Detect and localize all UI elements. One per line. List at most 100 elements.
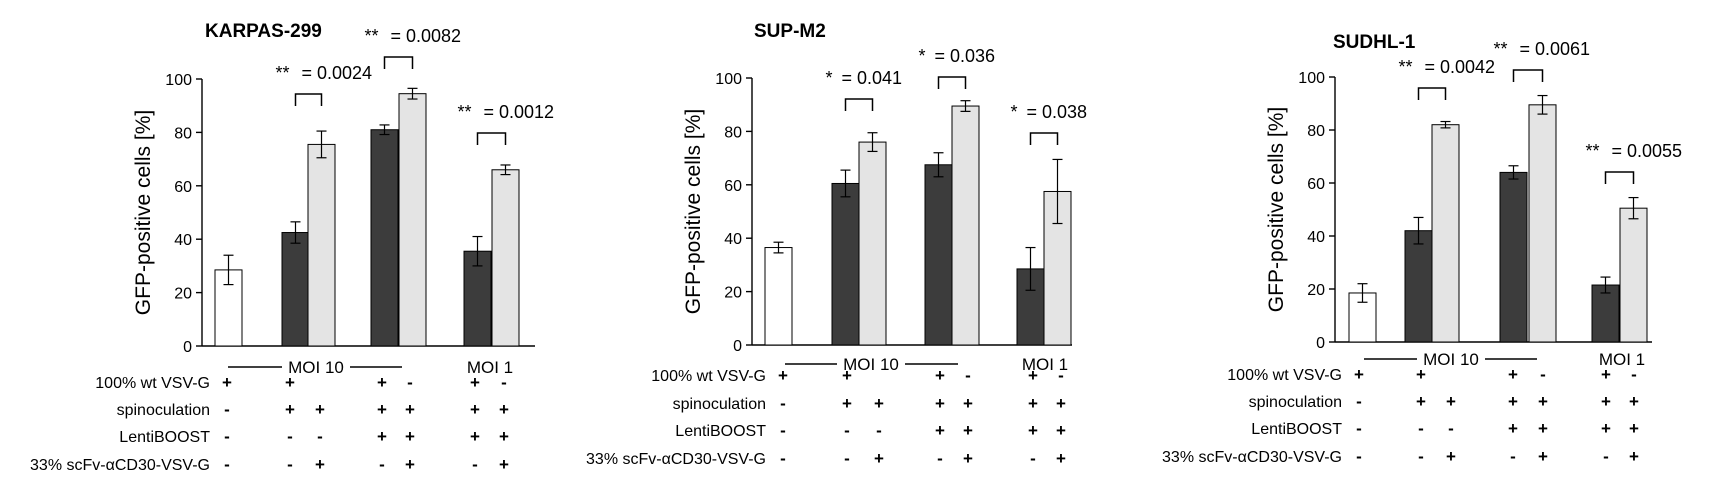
condition-mark: +	[842, 394, 852, 413]
condition-mark: -	[1418, 447, 1424, 466]
condition-mark: -	[379, 455, 385, 474]
condition-mark: -	[780, 421, 786, 440]
condition-mark: +	[1508, 392, 1518, 411]
condition-mark: +	[405, 427, 415, 446]
p-value-label: = 0.0082	[391, 26, 462, 46]
condition-mark: -	[844, 421, 850, 440]
condition-mark: +	[1056, 394, 1066, 413]
condition-mark: +	[1601, 419, 1611, 438]
y-tick-label: 20	[174, 286, 192, 303]
bar	[831, 182, 860, 346]
condition-mark: +	[1538, 447, 1548, 466]
condition-mark: +	[1601, 392, 1611, 411]
group-label-moi-1: MOI 1	[1022, 355, 1068, 374]
significance-bracket	[1417, 87, 1447, 100]
condition-mark: -	[501, 373, 507, 392]
condition-mark: -	[1603, 447, 1609, 466]
y-tick-label: 80	[1307, 123, 1325, 140]
condition-mark: +	[499, 427, 509, 446]
bar	[398, 93, 427, 347]
condition-mark: +	[1538, 419, 1548, 438]
bar	[858, 141, 887, 346]
condition-mark: +	[377, 373, 387, 392]
condition-mark: -	[1356, 392, 1362, 411]
condition-mark: +	[1446, 447, 1456, 466]
condition-mark: +	[1629, 447, 1639, 466]
bar	[1431, 124, 1460, 343]
group-label-moi-10: MOI 10	[288, 358, 344, 377]
condition-mark: +	[499, 400, 509, 419]
significance-stars: **	[365, 26, 379, 46]
significance-bracket	[383, 56, 414, 69]
y-axis-label: GFP-positive cells [%]	[682, 109, 705, 314]
y-tick-label: 40	[174, 232, 192, 249]
significance-stars: *	[1011, 102, 1018, 122]
y-tick-label: 0	[733, 338, 742, 355]
y-tick-label: 40	[724, 231, 742, 248]
significance-stars: *	[826, 68, 833, 88]
y-axis-label: GFP-positive cells [%]	[132, 110, 155, 315]
condition-mark: +	[1508, 419, 1518, 438]
condition-mark: +	[935, 421, 945, 440]
condition-mark: -	[317, 427, 323, 446]
y-tick-label: 60	[724, 178, 742, 195]
significance-stars: **	[1586, 141, 1600, 161]
condition-mark: -	[224, 400, 230, 419]
bar	[281, 232, 310, 347]
bar	[307, 143, 336, 347]
condition-mark: +	[963, 394, 973, 413]
panel-karpas-299: KARPAS-299 GFP-positive cells [%] 0 20 40 60 8…	[30, 21, 554, 474]
y-tick-label: 100	[165, 72, 192, 89]
p-value-label: = 0.0024	[302, 63, 373, 83]
condition-mark: +	[1416, 365, 1426, 384]
condition-mark: +	[377, 400, 387, 419]
bar	[370, 129, 399, 347]
chart-title: KARPAS-299	[205, 21, 322, 42]
condition-mark: +	[315, 400, 325, 419]
condition-mark: +	[1446, 392, 1456, 411]
bar	[951, 105, 980, 346]
condition-mark: +	[842, 366, 852, 385]
condition-mark: -	[1356, 447, 1362, 466]
significance-bracket	[294, 93, 323, 106]
significance-bracket	[937, 76, 967, 89]
condition-label: 33% scFv-αCD30-VSV-G	[1162, 449, 1342, 466]
condition-mark: -	[780, 449, 786, 468]
significance-stars: *	[919, 46, 926, 66]
condition-mark: -	[287, 455, 293, 474]
p-value-label: = 0.038	[1027, 102, 1088, 122]
condition-mark: -	[780, 394, 786, 413]
condition-mark: -	[1418, 419, 1424, 438]
significance-bracket	[476, 132, 507, 145]
condition-mark: +	[963, 421, 973, 440]
condition-mark: -	[937, 449, 943, 468]
y-tick-label: 0	[183, 339, 192, 356]
condition-mark: +	[285, 373, 295, 392]
panel-sup-m2: SUP-M2 GFP-positive cells [%] 0 20 40 60 80 100…	[586, 21, 1087, 468]
condition-mark: +	[1028, 394, 1038, 413]
bar	[463, 250, 492, 347]
condition-label: 33% scFv-αCD30-VSV-G	[586, 451, 766, 468]
significance-stars: **	[1399, 57, 1413, 77]
bar	[924, 164, 953, 346]
condition-mark: -	[1448, 419, 1454, 438]
significance-bracket	[844, 98, 874, 111]
condition-mark: +	[778, 366, 788, 385]
y-tick-label: 20	[1307, 282, 1325, 299]
condition-label: spinoculation	[1249, 394, 1342, 411]
condition-mark: +	[1601, 365, 1611, 384]
condition-mark: -	[1058, 366, 1064, 385]
condition-mark: +	[1629, 419, 1639, 438]
condition-mark: +	[470, 373, 480, 392]
y-tick-label: 0	[1316, 335, 1325, 352]
condition-mark: +	[874, 449, 884, 468]
condition-mark: +	[935, 366, 945, 385]
condition-mark: +	[1629, 392, 1639, 411]
condition-mark: +	[1056, 421, 1066, 440]
bar	[1528, 104, 1557, 343]
bar	[1499, 171, 1528, 343]
condition-mark: +	[405, 400, 415, 419]
p-value-label: = 0.0055	[1612, 141, 1683, 161]
y-tick-label: 20	[724, 285, 742, 302]
condition-mark: +	[1354, 365, 1364, 384]
